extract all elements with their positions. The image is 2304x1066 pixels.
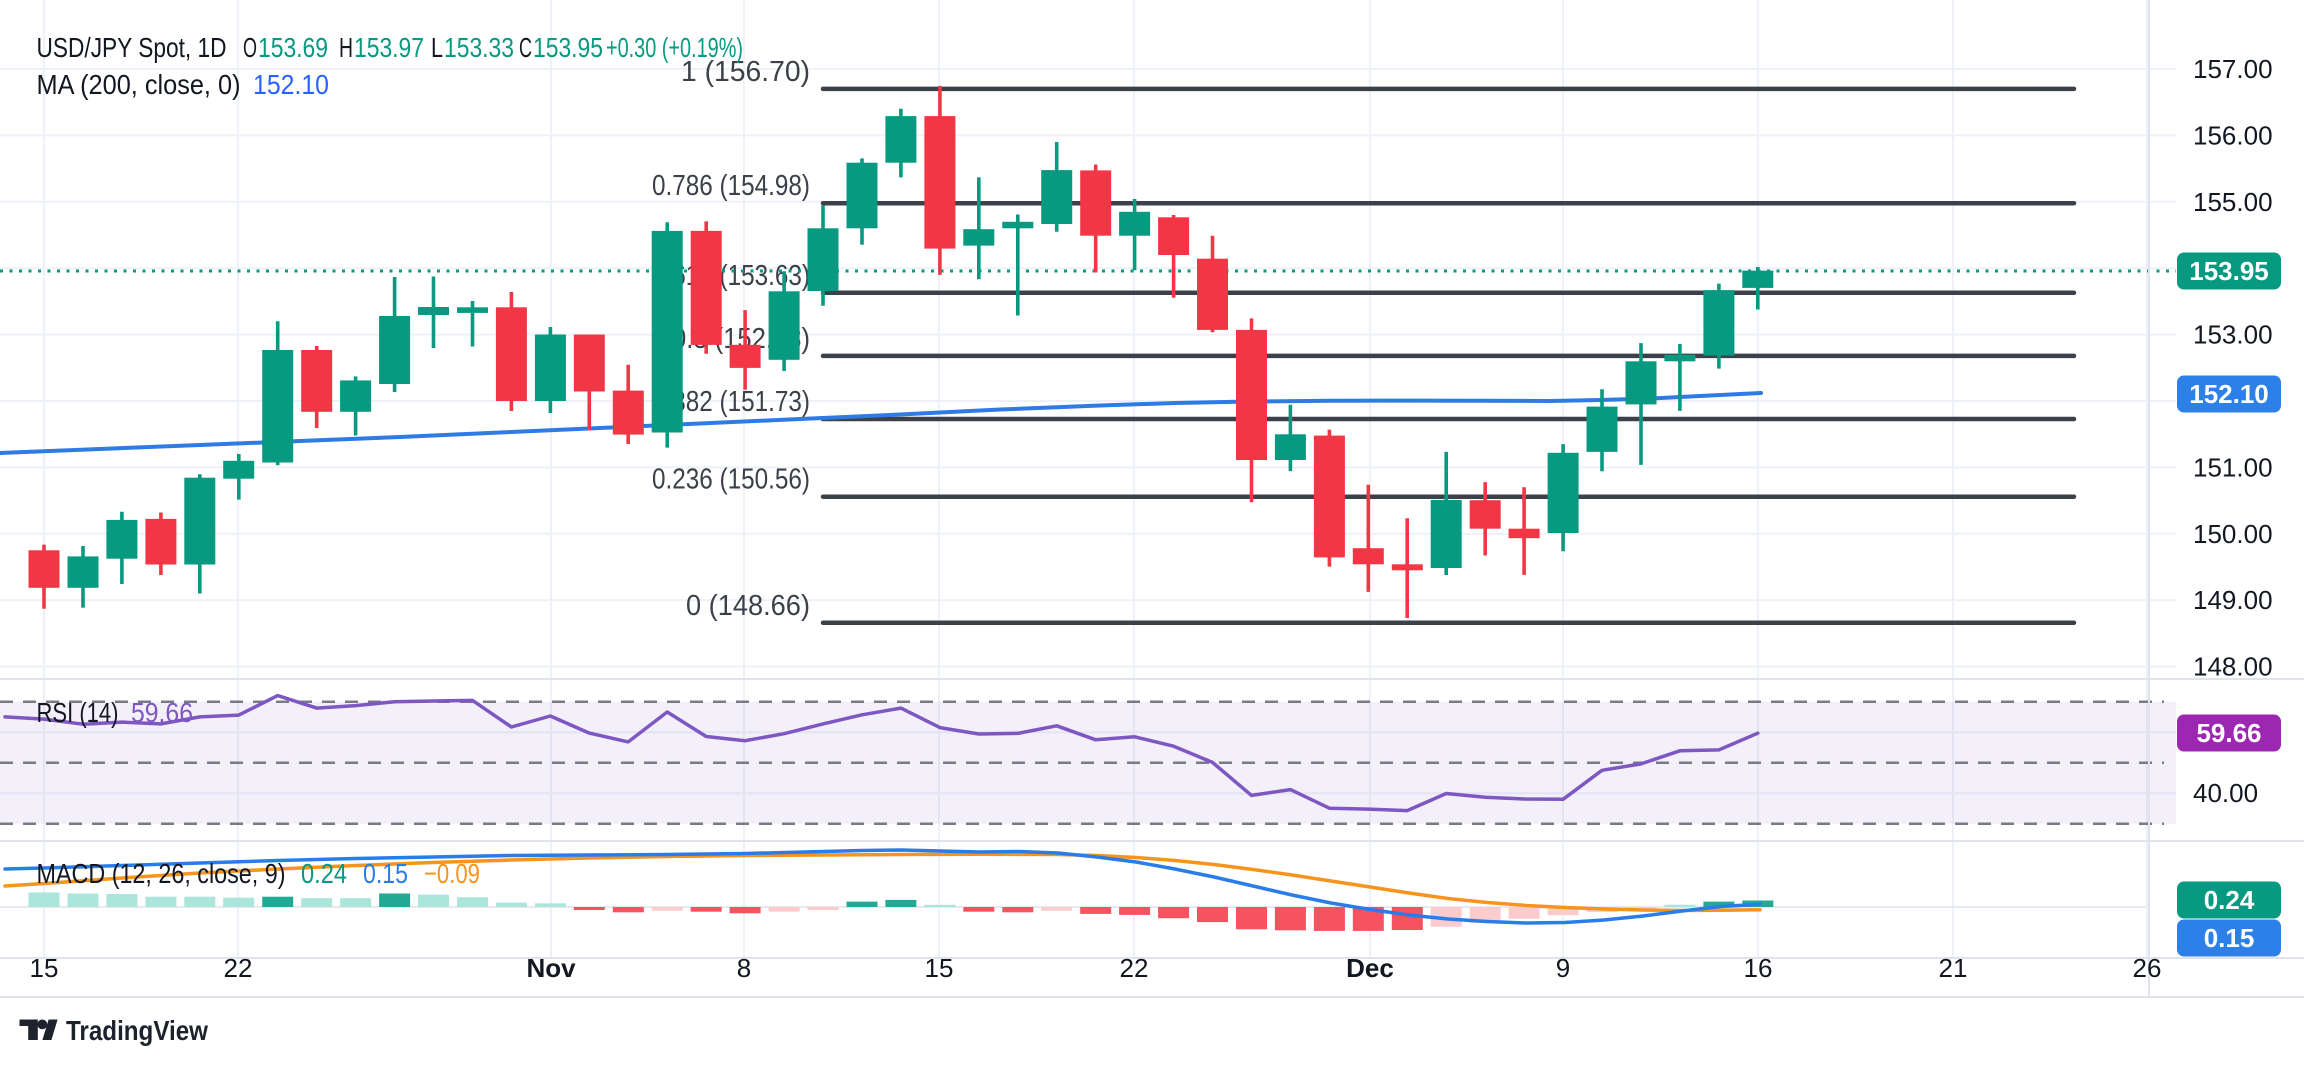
svg-text:15: 15 [925, 953, 954, 983]
svg-text:148.00: 148.00 [2193, 652, 2273, 682]
svg-text:0.236 (150.56): 0.236 (150.56) [652, 464, 810, 496]
svg-text:L: L [431, 32, 443, 63]
svg-text:149.00: 149.00 [2193, 585, 2273, 615]
svg-text:0.786 (154.98): 0.786 (154.98) [652, 170, 810, 202]
svg-text:1 (156.70): 1 (156.70) [681, 56, 810, 88]
svg-text:8: 8 [737, 953, 751, 983]
svg-text:9: 9 [1556, 953, 1570, 983]
svg-text:151.00: 151.00 [2193, 452, 2273, 482]
svg-text:155.00: 155.00 [2193, 187, 2273, 217]
svg-text:153.69: 153.69 [258, 32, 328, 63]
svg-text:152.10: 152.10 [2189, 379, 2269, 409]
svg-text:153.33: 153.33 [444, 32, 514, 63]
svg-text:USD/JPY Spot, 1D: USD/JPY Spot, 1D [37, 32, 227, 63]
svg-text:152.10: 152.10 [253, 69, 329, 100]
svg-text:+0.30 (+0.19%): +0.30 (+0.19%) [606, 32, 743, 63]
svg-text:C: C [519, 32, 532, 63]
svg-text:22: 22 [1120, 953, 1149, 983]
svg-text:Nov: Nov [526, 953, 576, 983]
svg-text:156.00: 156.00 [2193, 120, 2273, 150]
svg-text:153.95: 153.95 [2189, 256, 2269, 286]
svg-text:153.95: 153.95 [533, 32, 603, 63]
svg-text:150.00: 150.00 [2193, 519, 2273, 549]
svg-text:0.24: 0.24 [2204, 885, 2255, 915]
svg-text:16: 16 [1744, 953, 1773, 983]
svg-text:157.00: 157.00 [2193, 54, 2273, 84]
svg-text:40.00: 40.00 [2193, 778, 2258, 808]
svg-text:MACD (12, 26, close, 9): MACD (12, 26, close, 9) [37, 858, 286, 889]
svg-text:−0.09: −0.09 [424, 858, 480, 889]
svg-text:TradingView: TradingView [66, 1015, 208, 1046]
svg-text:153.97: 153.97 [354, 32, 424, 63]
svg-text:15: 15 [30, 953, 59, 983]
svg-text:22: 22 [224, 953, 253, 983]
svg-text:21: 21 [1939, 953, 1968, 983]
svg-text:O: O [243, 32, 257, 63]
svg-text:59.66: 59.66 [2196, 718, 2261, 748]
svg-text:59.66: 59.66 [131, 697, 193, 728]
svg-text:0.24: 0.24 [301, 858, 347, 889]
svg-text:H: H [339, 32, 353, 63]
svg-text:0.15: 0.15 [363, 858, 408, 889]
svg-text:Dec: Dec [1346, 953, 1394, 983]
svg-text:RSI (14): RSI (14) [37, 697, 119, 728]
svg-text:153.00: 153.00 [2193, 320, 2273, 350]
svg-text:MA (200, close, 0): MA (200, close, 0) [37, 69, 241, 100]
svg-text:26: 26 [2133, 953, 2162, 983]
svg-text:0 (148.66): 0 (148.66) [686, 590, 810, 622]
svg-text:0.15: 0.15 [2204, 923, 2255, 953]
